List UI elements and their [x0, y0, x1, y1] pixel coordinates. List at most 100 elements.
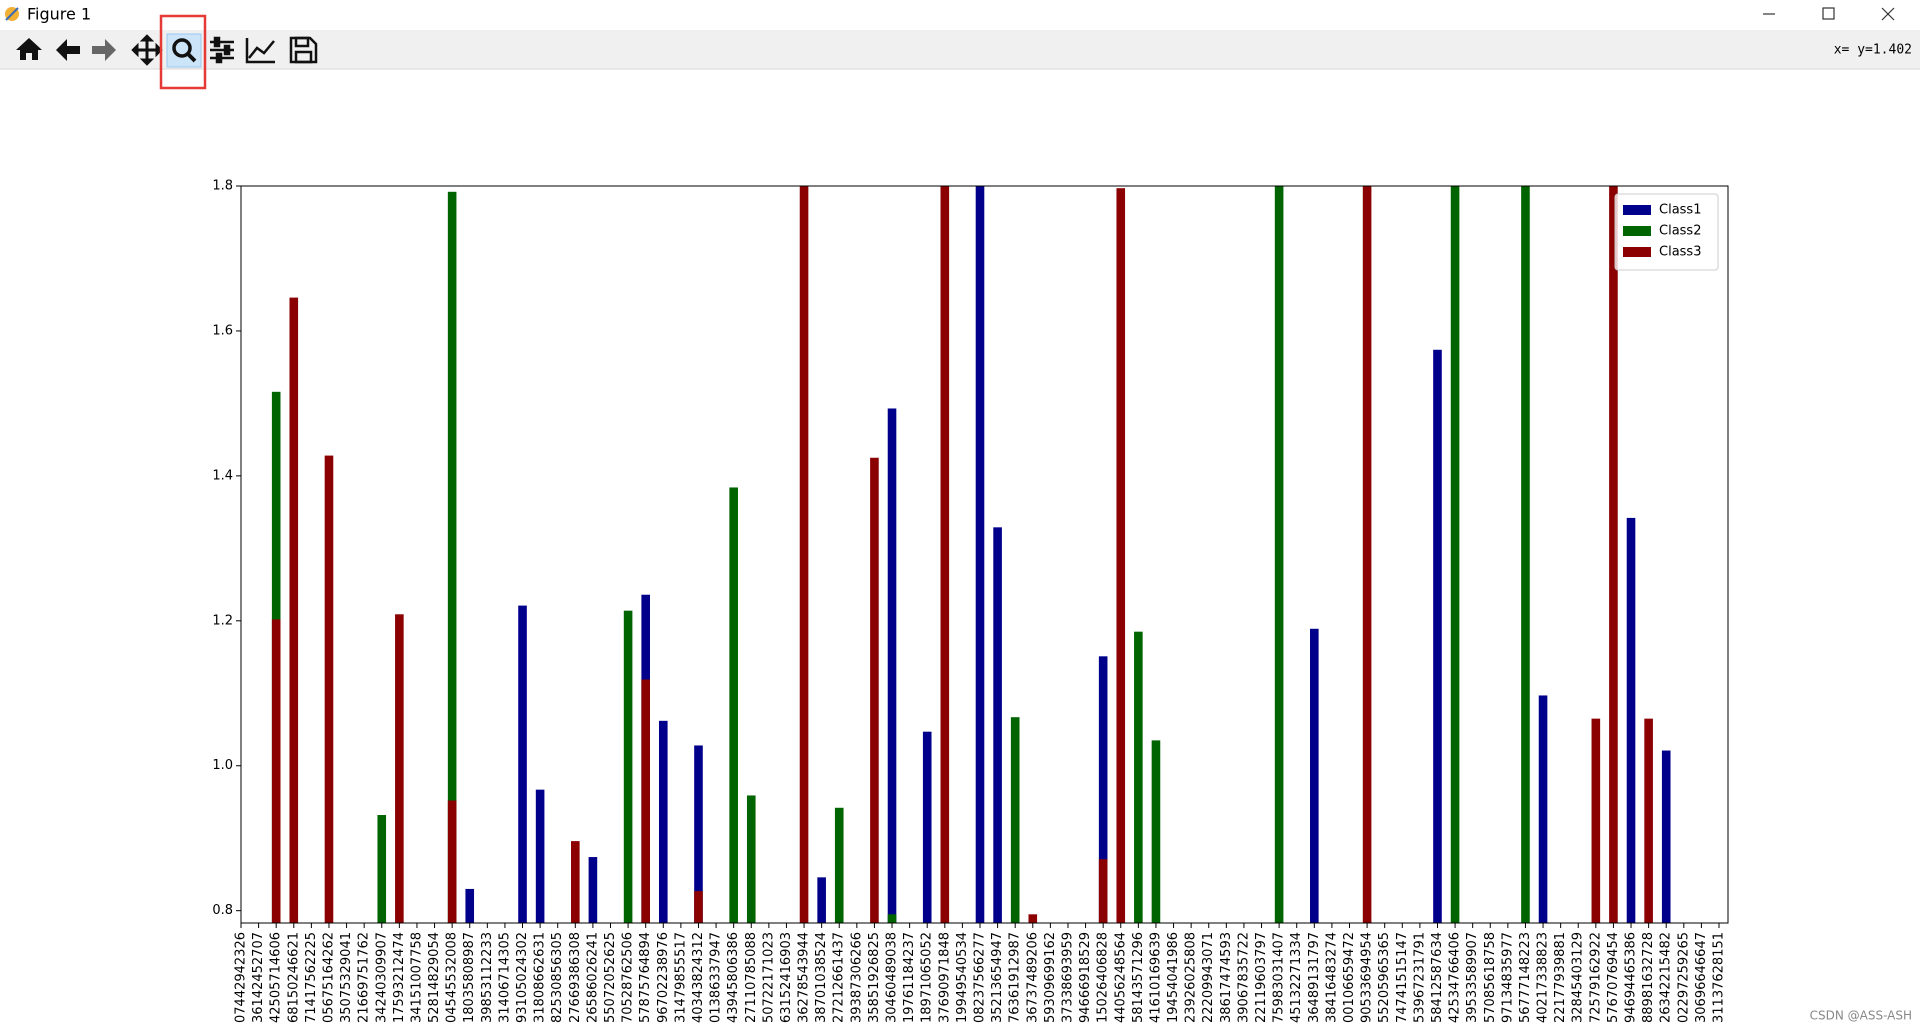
bar: [922, 731, 932, 923]
back-button[interactable]: [56, 39, 80, 61]
x-tick-label: 34240309907: [374, 932, 389, 1023]
x-tick-label: 59309699162: [1043, 932, 1058, 1023]
bar: [588, 857, 598, 923]
edit-axis-button[interactable]: [245, 38, 275, 64]
bar: [1538, 695, 1548, 923]
window-title: Figure 1: [27, 5, 91, 24]
x-tick-label: 37338693959: [1060, 932, 1075, 1023]
bar: [834, 807, 844, 923]
x-tick-label: 82530856305: [550, 932, 565, 1023]
x-tick-label: 18971065052: [920, 932, 935, 1023]
pan-button[interactable]: [131, 34, 163, 66]
bar: [975, 186, 985, 923]
bar: [1433, 349, 1442, 923]
bar: [324, 455, 334, 923]
bar: [465, 888, 475, 923]
x-tick-label: 39853112233: [480, 932, 495, 1023]
x-tick-label: 76361912987: [1008, 932, 1023, 1023]
x-tick-label: 94694465386: [1624, 932, 1639, 1023]
close-button[interactable]: [1881, 7, 1895, 21]
forward-button[interactable]: [92, 39, 116, 61]
x-tick-label: 36489131797: [1307, 932, 1322, 1023]
x-tick-label: 45132271334: [1289, 932, 1304, 1023]
home-button[interactable]: [16, 38, 42, 60]
bar: [395, 614, 404, 923]
toolbar: [0, 30, 1920, 69]
bar: [694, 891, 703, 923]
subplots-button[interactable]: [210, 36, 234, 64]
x-tick-label: 57670769454: [1606, 932, 1621, 1023]
title-bar: [0, 0, 1920, 30]
y-tick-label: 1.6: [212, 323, 233, 338]
axes-frame: [240, 185, 1729, 924]
x-tick-label: 50722171023: [761, 932, 776, 1023]
x-tick-label: 74741515147: [1395, 932, 1410, 1023]
maximize-button[interactable]: [1822, 7, 1835, 20]
x-tick-label: 31406714305: [497, 932, 512, 1023]
x-tick-label: 39387306266: [849, 932, 864, 1023]
bar: [535, 789, 545, 923]
x-tick-label: 36278543944: [797, 932, 812, 1023]
x-tick-label: 58412587634: [1430, 932, 1445, 1023]
save-button[interactable]: [289, 36, 318, 64]
x-tick-label: 44056248564: [1113, 932, 1128, 1023]
x-tick-label: 15026406828: [1096, 932, 1111, 1023]
x-tick-label: 31137628151: [1712, 932, 1727, 1023]
y-tick-label: 0.8: [212, 903, 233, 918]
bar: [447, 800, 457, 923]
bar: [817, 877, 826, 923]
x-tick-label: 35075329041: [339, 932, 354, 1023]
x-tick-label: 94666918529: [1078, 932, 1093, 1023]
legend-swatch: [1623, 205, 1651, 215]
x-tick-label: 41610169639: [1148, 932, 1163, 1023]
bar: [1450, 186, 1460, 923]
bar: [377, 815, 387, 923]
x-tick-label: 35851926825: [867, 932, 882, 1023]
x-tick-label: 52814829054: [427, 932, 442, 1023]
bar: [887, 914, 897, 923]
x-tick-label: 38701038524: [814, 932, 829, 1023]
x-tick-label: 38416483274: [1324, 932, 1339, 1023]
legend-swatch: [1623, 247, 1651, 257]
x-tick-label: 19454041986: [1166, 932, 1181, 1023]
x-tick-label: 22119603797: [1254, 932, 1269, 1023]
x-tick-label: 05675164262: [321, 932, 336, 1023]
x-tick-label: 55205965365: [1377, 932, 1392, 1023]
bars: [271, 186, 1671, 923]
y-tick-label: 1.0: [212, 758, 233, 773]
bar: [993, 527, 1002, 923]
x-tick-label: 27212661437: [832, 932, 847, 1023]
bar: [518, 605, 527, 923]
x-tick-label: 22209943071: [1201, 932, 1216, 1023]
bar: [1644, 718, 1653, 923]
x-tick-label: 40343824312: [691, 932, 706, 1023]
x-tick-label: 90533694954: [1360, 932, 1375, 1023]
x-tick-label: 27110785088: [744, 932, 759, 1023]
x-tick-label: 08237566277: [973, 932, 988, 1023]
x-tick-label: 38617474593: [1219, 932, 1234, 1023]
x-tick-label: 23926025808: [1184, 932, 1199, 1023]
bar: [1098, 656, 1108, 923]
x-tick-label: 02297259265: [1676, 932, 1691, 1023]
bar: [1116, 188, 1126, 923]
legend-label: Class3: [1659, 245, 1701, 260]
bar: [289, 297, 299, 923]
x-tick-label: 36737489206: [1025, 932, 1040, 1023]
x-tick-label: 58143571296: [1131, 932, 1146, 1023]
bar: [694, 745, 703, 923]
x-tick-label: 35213654947: [990, 932, 1005, 1023]
bar: [1098, 859, 1108, 923]
watermark: CSDN @ASS-ASH: [1810, 1009, 1912, 1023]
x-tick-label: 26342215482: [1659, 932, 1674, 1023]
x-tick-label: 93105024302: [515, 932, 530, 1023]
x-tick-label: 39533589907: [1465, 932, 1480, 1023]
bar: [571, 841, 580, 923]
x-tick-label: 26586026241: [585, 932, 600, 1023]
bar: [887, 408, 897, 923]
x-tick-label: 39067835722: [1236, 932, 1251, 1023]
x-tick-label: 19949540534: [955, 932, 970, 1023]
bar: [1010, 717, 1020, 923]
legend-swatch: [1623, 226, 1651, 236]
x-tick-label: 34151007758: [409, 932, 424, 1023]
